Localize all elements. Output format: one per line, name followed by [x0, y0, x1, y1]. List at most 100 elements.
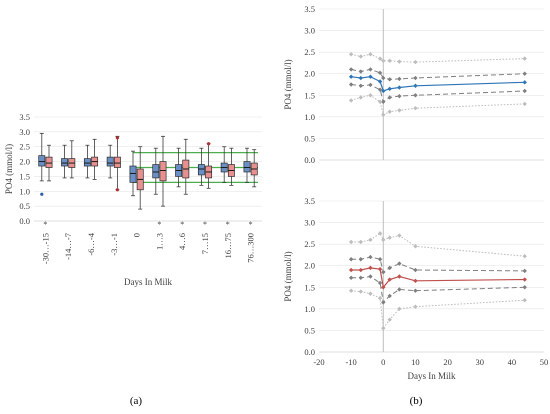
- outlier-point: [115, 188, 119, 192]
- series-marker: [413, 267, 418, 273]
- series-marker: [397, 93, 402, 99]
- y-tick-label: 0.0: [304, 347, 315, 357]
- y-tick-label: 0.5: [304, 325, 315, 335]
- series-marker: [522, 101, 527, 107]
- series-marker: [377, 70, 383, 76]
- series-marker: [413, 106, 418, 111]
- series-marker: [413, 83, 418, 88]
- y-tick-label: 0.0: [304, 155, 315, 165]
- y-tick-label: 1.0: [19, 186, 30, 196]
- panel-label-a: (a): [130, 395, 143, 407]
- y-tick-label: 2.5: [19, 142, 30, 152]
- y-tick-label: 1.5: [304, 90, 315, 100]
- significance-marker: *: [180, 220, 184, 229]
- box: [159, 161, 167, 182]
- x-tick-label: 16…75: [223, 233, 233, 259]
- y-tick-label: 3.5: [304, 196, 315, 206]
- box: [152, 164, 160, 179]
- box: [113, 156, 121, 168]
- series-marker: [381, 300, 386, 305]
- series-marker: [522, 298, 527, 303]
- series-marker: [387, 293, 392, 299]
- y-tick-label: 3.0: [19, 127, 30, 137]
- x-tick-label: -6…-4: [86, 232, 96, 255]
- y-tick-label: 2.0: [19, 157, 30, 167]
- series-marker: [381, 75, 386, 81]
- x-tick-label: 20: [443, 357, 452, 367]
- y-tick-label: 0.0: [19, 216, 30, 226]
- significance-marker: *: [43, 220, 47, 229]
- series-marker: [368, 74, 373, 79]
- series-marker: [522, 277, 527, 282]
- series-marker: [358, 289, 363, 294]
- series-marker: [348, 239, 354, 245]
- x-tick-label: 50: [540, 357, 549, 367]
- series-line: [351, 232, 525, 257]
- outlier-point: [207, 142, 211, 146]
- y-tick-label: 3.0: [304, 218, 315, 228]
- series-marker: [377, 280, 383, 286]
- x-tick-label: -30…-15: [40, 233, 50, 264]
- series-marker: [387, 109, 392, 114]
- significance-marker: *: [157, 220, 161, 229]
- y-tick-label: 2.0: [304, 69, 315, 79]
- series-marker: [348, 275, 354, 280]
- series-marker: [522, 56, 527, 61]
- series-marker: [387, 58, 392, 63]
- series-marker: [358, 267, 363, 273]
- series-marker: [377, 79, 383, 84]
- x-axis-label: Days In Milk: [124, 277, 172, 287]
- series-marker: [368, 254, 373, 260]
- series-marker: [368, 52, 373, 57]
- y-axis-label: PO4 (mmol/l): [283, 251, 293, 301]
- y-tick-label: 2.5: [304, 239, 315, 249]
- series-marker: [348, 67, 354, 72]
- box: [61, 158, 69, 167]
- series-marker: [358, 239, 363, 245]
- x-tick-label: 0: [132, 233, 142, 237]
- y-tick-label: 1.5: [19, 171, 30, 181]
- box: [129, 165, 137, 183]
- series-marker: [377, 231, 383, 236]
- series-marker: [358, 95, 363, 100]
- series-marker: [387, 277, 392, 282]
- series-marker: [522, 285, 527, 290]
- series-marker: [381, 99, 386, 104]
- series-marker: [348, 82, 354, 87]
- series-marker: [381, 285, 386, 290]
- x-tick-label: 7…15: [200, 233, 210, 254]
- significance-marker: *: [203, 220, 207, 229]
- y-axis-label: PO4 (mmol/l): [4, 144, 14, 194]
- series-marker: [381, 112, 386, 117]
- y-tick-label: 1.0: [304, 112, 315, 122]
- panel-b-top-line-chart: 0.0 0.5 1.0 1.5 2.0 2.5 3.0 3.5 PO4 (mmol/l): [283, 4, 544, 165]
- x-tick-label: 10: [411, 357, 420, 367]
- series-line: [351, 84, 525, 103]
- x-tick-label: -20: [313, 357, 324, 367]
- series-marker: [413, 304, 418, 309]
- x-tick-label: 40: [508, 357, 517, 367]
- significance-marker: *: [249, 220, 253, 229]
- x-tick-label: -10: [345, 357, 356, 367]
- series-marker: [358, 75, 363, 81]
- y-tick-label: 3.5: [304, 4, 315, 14]
- x-tick-label: 4…6: [177, 233, 187, 250]
- y-tick-label: 2.0: [304, 261, 315, 271]
- outlier-point: [115, 136, 119, 140]
- y-tick-label: 0.5: [304, 133, 315, 143]
- series-marker: [397, 274, 402, 279]
- series-line: [350, 68, 525, 80]
- series-marker: [358, 275, 363, 280]
- y-tick-label: 2.5: [304, 47, 315, 57]
- series-marker: [358, 83, 363, 88]
- series-marker: [377, 266, 383, 272]
- series-marker: [397, 108, 402, 113]
- box: [45, 156, 53, 168]
- series-marker: [377, 295, 383, 301]
- series-marker: [397, 233, 402, 238]
- series-marker: [413, 244, 418, 249]
- series-marker: [397, 306, 402, 312]
- series-marker: [381, 88, 386, 94]
- series-line: [351, 76, 525, 92]
- series-marker: [348, 288, 354, 293]
